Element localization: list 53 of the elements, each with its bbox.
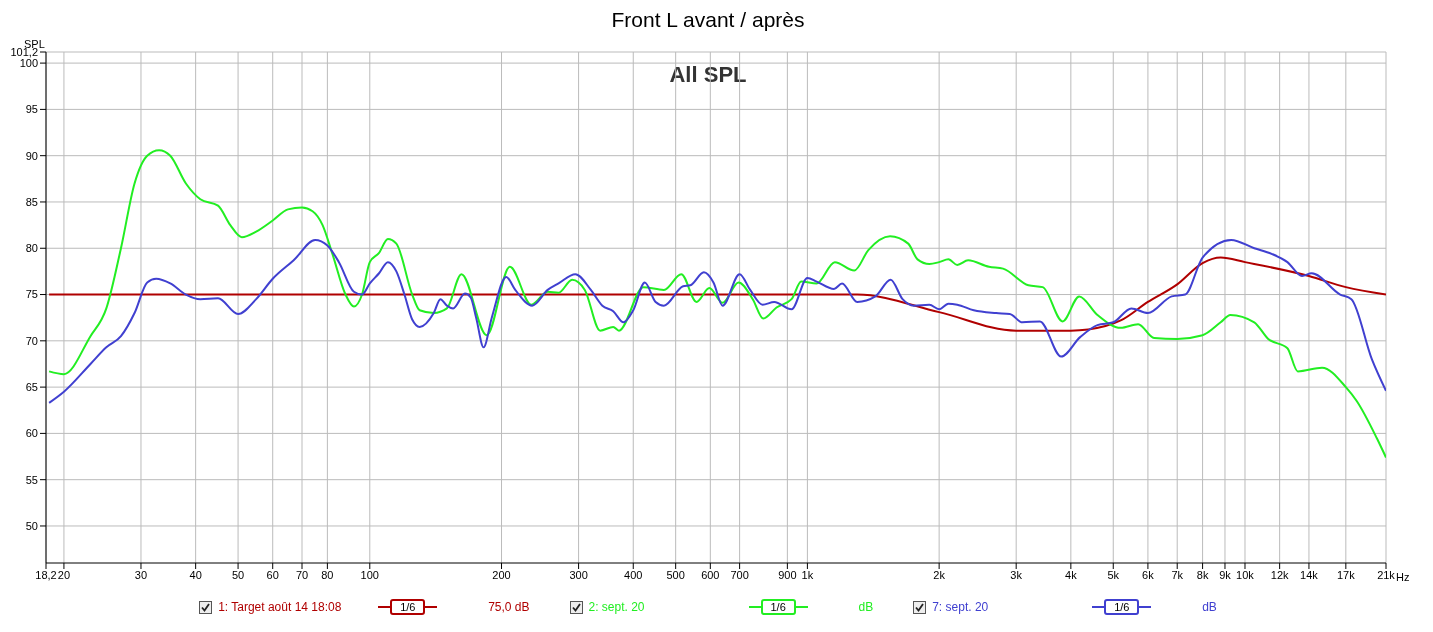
x-tick-label: 10k xyxy=(1236,568,1255,581)
y-tick-label: 80 xyxy=(25,242,38,255)
x-tick-label: 7k xyxy=(1171,568,1184,581)
text: 7: sept. 20 xyxy=(932,600,990,614)
chart-title: Front L avant / après xyxy=(610,8,806,33)
x-tick-label: 30 xyxy=(134,568,148,581)
x-tick-label: 2k xyxy=(933,568,946,581)
text: 2: sept. 20 xyxy=(588,600,646,614)
x-tick-label: 600 xyxy=(701,568,720,581)
x-tick-label: 700 xyxy=(730,568,749,581)
x-tick-label: 400 xyxy=(624,568,643,581)
x-tick-label: 500 xyxy=(666,568,685,581)
x-tick-label: 300 xyxy=(569,568,588,581)
y-tick-label: 65 xyxy=(25,381,38,394)
text: 1/6 xyxy=(1104,599,1140,615)
x-tick-label: 12k xyxy=(1270,568,1290,581)
y-tick-label: 85 xyxy=(25,195,38,208)
x-tick-label: 21k xyxy=(1377,568,1396,581)
text: 1/6 xyxy=(390,599,426,615)
y-tick-label: 55 xyxy=(25,473,38,486)
x-tick-label: 100 xyxy=(360,568,379,581)
x-tick-label: 40 xyxy=(189,568,202,581)
x-tick-label: 50 xyxy=(231,568,245,581)
y-tick-label: 60 xyxy=(25,427,38,440)
x-tick-label: 60 xyxy=(266,568,279,581)
x-tick-label: 70 xyxy=(295,568,309,581)
x-tick-label: 4k xyxy=(1065,568,1078,581)
y-tick-label: 95 xyxy=(25,103,38,116)
text: dB xyxy=(858,600,874,614)
y-tick-label: 100 xyxy=(19,57,38,70)
x-tick-label: 9k xyxy=(1219,568,1232,581)
x-tick-label: 6k xyxy=(1142,568,1155,581)
x-tick-label: 14k xyxy=(1300,568,1319,581)
text: 1/6 xyxy=(760,599,796,615)
x-tick-label: 900 xyxy=(778,568,797,581)
x-tick-label: 18,2 xyxy=(35,568,57,581)
x-tick-label: 80 xyxy=(321,568,334,581)
x-tick-label: 8k xyxy=(1196,568,1209,581)
y-tick-label: 75 xyxy=(25,288,38,301)
annotation: All SPL xyxy=(669,62,747,87)
text: 1: Target août 14 18:08 xyxy=(218,600,343,614)
y-tick-label: 90 xyxy=(25,149,38,162)
y-tick-label: 70 xyxy=(25,334,38,347)
text: dB xyxy=(1202,600,1217,614)
x-tick-label: 3k xyxy=(1010,568,1023,581)
x-tick-label: 200 xyxy=(492,568,511,581)
y-tick-label: 50 xyxy=(25,519,38,532)
x-axis-title: Hz xyxy=(1396,571,1410,583)
x-tick-label: 20 xyxy=(57,568,71,581)
text: 75,0 dB xyxy=(488,600,530,614)
x-tick-label: 17k xyxy=(1336,568,1356,581)
x-tick-label: 5k xyxy=(1107,568,1120,581)
x-tick-label: 1k xyxy=(801,568,814,581)
